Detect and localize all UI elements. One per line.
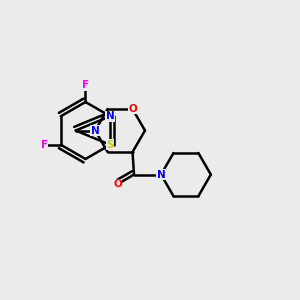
Text: S: S: [106, 140, 114, 150]
Text: F: F: [82, 80, 89, 91]
Text: N: N: [91, 125, 100, 136]
Text: F: F: [41, 140, 48, 150]
Text: N: N: [157, 169, 165, 180]
Text: O: O: [113, 179, 122, 189]
Text: O: O: [128, 104, 137, 114]
Text: N: N: [106, 111, 115, 121]
